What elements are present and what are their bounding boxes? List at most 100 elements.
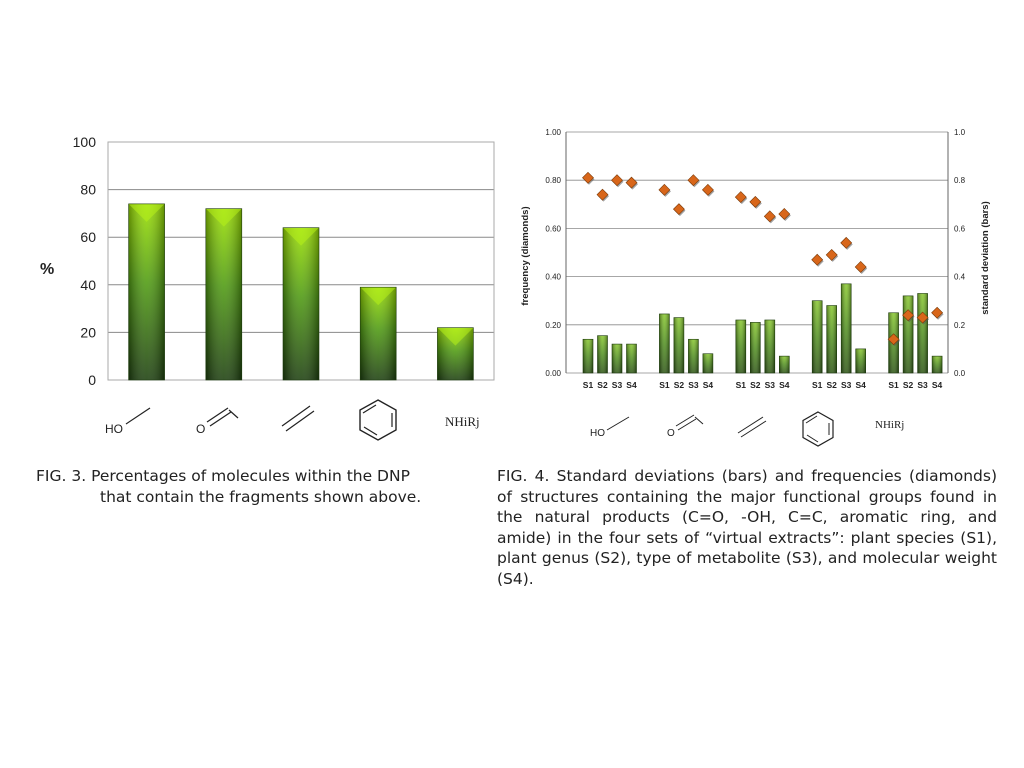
fig3-bar — [205, 208, 243, 381]
fig4-bar — [735, 319, 747, 374]
fig4-bar — [902, 295, 914, 374]
fig4-x-tick-label: S2 — [674, 380, 685, 390]
fig4-diamond — [811, 253, 824, 267]
carbonyl-label: O — [667, 428, 675, 439]
fig4-bar — [811, 300, 823, 374]
fig3-bar — [359, 286, 397, 381]
fig4-bar — [597, 335, 608, 374]
carbonyl-structure-icon: O — [667, 414, 704, 439]
fig4-diamond — [902, 309, 915, 323]
fig4-left-tick-label: 0.00 — [545, 369, 561, 378]
fig4-x-tick-label: S3 — [688, 380, 699, 390]
carbonyl-label: O — [196, 422, 205, 436]
fig4-diamond — [854, 261, 868, 274]
hydroxyl-label: HO — [105, 422, 123, 436]
alkene-structure-icon — [281, 405, 315, 432]
fig4-left-tick-label: 0.60 — [545, 224, 561, 233]
fig4-bars — [582, 283, 943, 374]
fig4-bar — [659, 313, 670, 374]
fig4-x-tick-label: S4 — [703, 380, 714, 390]
fig4-bar — [582, 338, 594, 374]
fig4-x-tick-label: S3 — [765, 380, 776, 390]
fig4-bar — [931, 355, 943, 374]
fig4-right-tick-labels: 0.0 0.2 0.4 0.6 0.8 1.0 — [954, 128, 966, 378]
fig4-left-tick-labels: 0.00 0.20 0.40 0.60 0.80 1.00 — [545, 128, 561, 378]
fig4-diamond — [596, 188, 609, 202]
fig4-diamond — [763, 210, 777, 224]
fig4-right-tick-label: 0.6 — [954, 224, 966, 233]
amide-label: NHiRj — [875, 419, 904, 431]
fig4-bar — [626, 343, 637, 374]
fig4-diamond — [931, 306, 944, 320]
fig4-x-tick-label: S2 — [597, 380, 608, 390]
amide-label: NHiRj — [445, 414, 480, 429]
fig3-y-tick-label: 60 — [80, 229, 96, 245]
fig4-diamond — [672, 203, 686, 217]
fig3-bar — [282, 227, 320, 381]
fig4-bar — [855, 348, 867, 374]
fig3-y-tick-label: 20 — [80, 324, 96, 340]
fig4-diamond — [701, 183, 715, 197]
fig3-y-tick-labels: 0 20 40 60 80 100 — [73, 134, 97, 388]
fig4-left-tick-label: 0.40 — [545, 273, 561, 282]
fig3-y-axis-label: % — [40, 261, 54, 278]
fig4-x-tick-label: S1 — [583, 380, 594, 390]
fig4-left-axis-label: frequency (diamonds) — [520, 206, 531, 305]
fig4-bar — [688, 338, 699, 374]
fig4-right-tick-label: 1.0 — [954, 128, 966, 137]
fig3-y-tick-label: 0 — [88, 372, 96, 388]
fig4-right-tick-label: 0.0 — [954, 369, 966, 378]
fig3-caption-line2: that contain the fragments shown above. — [100, 487, 422, 506]
fig4-bar — [702, 353, 714, 374]
fig3-caption-line1: FIG. 3. Percentages of molecules within … — [36, 467, 410, 485]
benzene-ring-icon — [802, 411, 834, 447]
fig4-x-tick-label: S1 — [736, 380, 747, 390]
carbonyl-structure-icon: O — [196, 407, 239, 436]
fig4-diamond — [658, 183, 671, 197]
fig4-left-tick-label: 0.80 — [545, 176, 561, 185]
fig4-x-tick-label: S2 — [903, 380, 914, 390]
fig4-x-tick-labels: S1 S2 S3 S4 S1 S2 S3 S4 S1 S2 S3 S4 S1 S2 S3 S4 S1 S2 S3 S4 — [583, 380, 943, 390]
fig3-bars — [128, 203, 474, 381]
fig4-x-tick-label: S4 — [626, 380, 637, 390]
fig4-diamond — [625, 176, 638, 190]
fig4-bar — [778, 355, 790, 374]
fig4-bar — [840, 283, 852, 374]
fig4-x-tick-label: S1 — [659, 380, 670, 390]
fig4-x-tick-label: S3 — [612, 380, 623, 390]
fig4-diamond — [734, 191, 748, 205]
fig3-y-tick-label: 100 — [73, 134, 97, 150]
fig4-diamond — [687, 174, 700, 188]
fig4-chart: 0.00 0.20 0.40 0.60 0.80 1.00 0.0 0.2 0.4 0.6 0.8… — [520, 128, 991, 447]
fig4-diamond — [825, 248, 839, 262]
fig4-right-tick-label: 0.8 — [954, 176, 966, 185]
hydroxyl-structure-icon: HO — [105, 407, 151, 436]
fig4-diamond — [611, 174, 624, 188]
fig4-x-tick-label: S4 — [932, 380, 943, 390]
fig4-left-tick-label: 1.00 — [545, 128, 561, 137]
fig4-bar — [826, 305, 838, 374]
fig4-x-tick-label: S3 — [841, 380, 852, 390]
fig4-x-tick-label: S2 — [826, 380, 837, 390]
fig4-diamond — [840, 236, 853, 250]
fig4-bar — [750, 322, 761, 374]
fig3-bar — [437, 327, 474, 381]
hydroxyl-structure-icon: HO — [590, 416, 630, 439]
fig4-x-tick-label: S1 — [812, 380, 823, 390]
fig4-x-tick-label: S2 — [750, 380, 761, 390]
fig4-bar — [611, 343, 623, 374]
fig4-right-tick-label: 0.4 — [954, 273, 966, 282]
fig3-y-tick-label: 80 — [80, 182, 96, 198]
fig4-diamond — [749, 195, 762, 209]
hydroxyl-label: HO — [590, 428, 605, 439]
fig4-diamond — [916, 311, 930, 325]
fig4-bar — [917, 293, 928, 374]
benzene-ring-icon — [359, 399, 397, 441]
fig3-chart: 0 20 40 60 80 100 % HO O NHiRj — [40, 134, 495, 441]
fig3-y-tick-label: 40 — [80, 277, 96, 293]
fig4-x-tick-label: S4 — [779, 380, 790, 390]
fig4-right-tick-label: 0.2 — [954, 321, 966, 330]
fig4-caption: FIG. 4. Standard deviations (bars) and f… — [497, 467, 997, 588]
fig3-caption: FIG. 3. Percentages of molecules within … — [36, 466, 466, 507]
alkene-structure-icon — [737, 416, 767, 438]
